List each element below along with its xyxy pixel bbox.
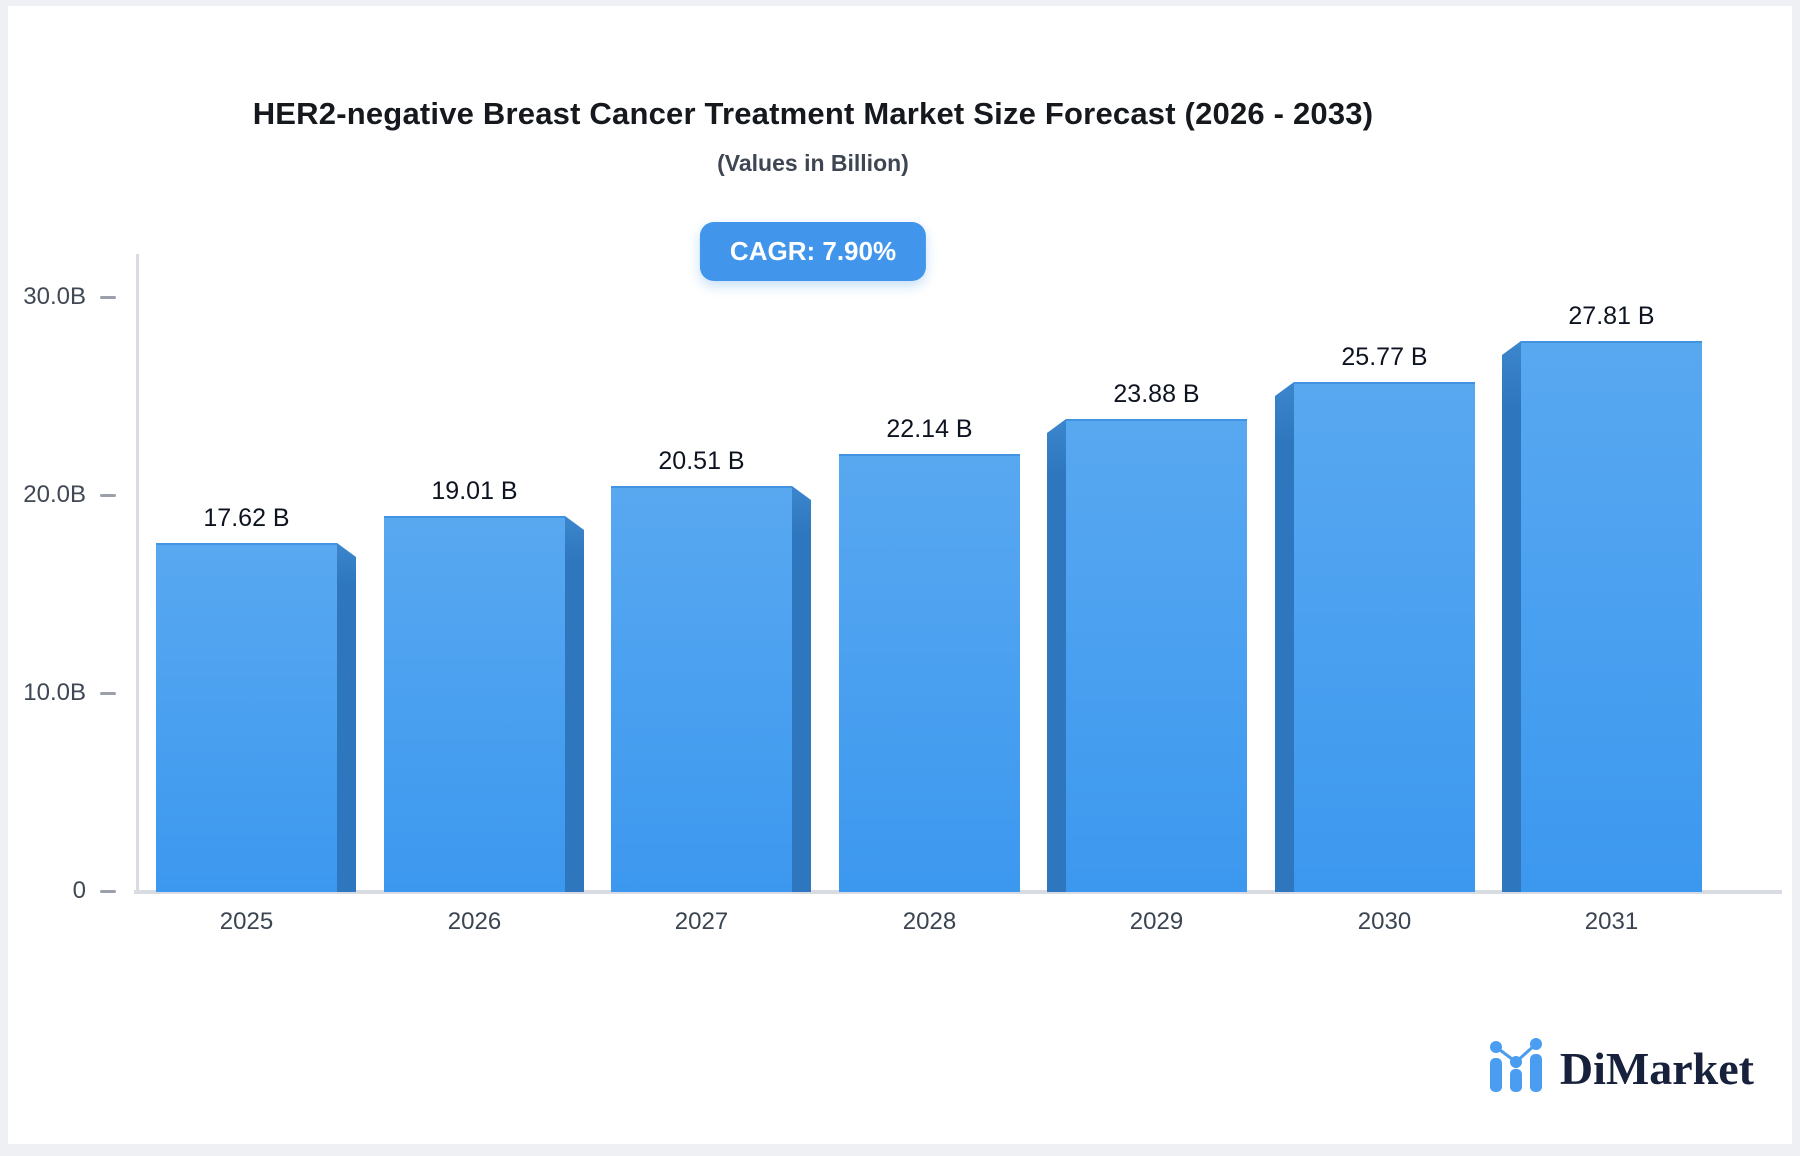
cagr-badge: CAGR: 7.90% (699, 222, 927, 281)
y-tick-0: 0 (8, 877, 130, 905)
value-label-2025: 17.62 B (203, 504, 290, 532)
y-tick-mark (100, 890, 116, 893)
y-tick-label: 30.0B (23, 283, 86, 310)
x-axis-labels: 2025 2026 2027 2028 2029 2030 2031 (130, 894, 1790, 935)
bar-2029[interactable] (1066, 419, 1247, 892)
bar-2031[interactable] (1521, 341, 1702, 892)
y-tick-20.0B: 20.0B (8, 481, 130, 509)
x-tick-label-2028: 2028 (902, 908, 957, 935)
y-tick-mark (100, 494, 116, 497)
bar-2029-3d-side (1047, 419, 1066, 892)
x-tick-label-2027: 2027 (674, 908, 729, 935)
logo: DiMarket (1488, 1036, 1754, 1092)
bar-2026-3d-side (565, 516, 584, 892)
x-tick-label-2029: 2029 (1129, 908, 1184, 935)
chart-card: HER2-negative Breast Cancer Treatment Ma… (8, 6, 1792, 1144)
bar-2025[interactable] (156, 543, 337, 892)
y-tick-mark (100, 692, 116, 695)
chart-header: HER2-negative Breast Cancer Treatment Ma… (8, 6, 1618, 177)
bar-2027-3d-side (792, 486, 811, 892)
y-tick-mark (100, 296, 116, 299)
bar-2031-3d-side (1502, 341, 1521, 892)
chart-title: HER2-negative Breast Cancer Treatment Ma… (252, 96, 1374, 131)
x-tick-label-2031: 2031 (1584, 908, 1639, 935)
chart-subtitle: (Values in Billion) (717, 150, 909, 176)
bar-2030[interactable] (1294, 382, 1475, 892)
y-tick-label: 0 (72, 877, 86, 904)
bar-2030-3d-side (1275, 382, 1294, 892)
value-label-2027: 20.51 B (658, 447, 745, 475)
value-label-2026: 19.01 B (431, 477, 518, 505)
y-tick-10.0B: 10.0B (8, 679, 130, 707)
y-axis-line (136, 254, 139, 894)
x-axis-line (134, 890, 1782, 894)
logo-text: DiMarket (1559, 1043, 1754, 1094)
x-tick-label-2025: 2025 (219, 908, 274, 935)
value-label-2030: 25.77 B (1341, 343, 1428, 371)
bar-2026[interactable] (384, 516, 565, 892)
y-axis: 0 10.0B 20.0B 30.0B (8, 250, 130, 904)
value-label-2028: 22.14 B (886, 415, 973, 443)
y-tick-label: 10.0B (23, 679, 86, 706)
x-tick-label-2026: 2026 (447, 908, 502, 935)
value-label-2029: 23.88 B (1113, 380, 1200, 408)
bar-2028[interactable] (839, 454, 1020, 892)
bar-2025-3d-side (337, 543, 356, 892)
bar-2027[interactable] (611, 486, 792, 892)
x-tick-label-2030: 2030 (1357, 908, 1412, 935)
y-tick-label: 20.0B (23, 481, 86, 508)
value-label-2031: 27.81 B (1568, 302, 1655, 330)
mini-bar-line-chart-icon (1489, 1038, 1542, 1092)
y-tick-30.0B: 30.0B (8, 283, 130, 311)
plot-area: 17.62 B 19.01 B 20.51 B 22.14 B 23.88 B 25.77… (130, 250, 1790, 894)
